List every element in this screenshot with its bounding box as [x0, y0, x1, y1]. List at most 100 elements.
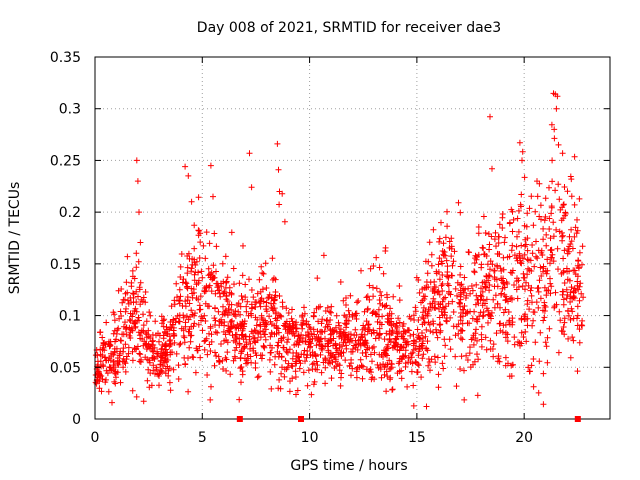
data-point [494, 301, 501, 307]
data-point [307, 340, 314, 347]
data-point [361, 341, 368, 348]
data-point [284, 330, 291, 337]
data-point [524, 235, 531, 242]
data-point [485, 319, 491, 326]
data-point [260, 270, 267, 277]
data-point [136, 332, 143, 339]
data-point [440, 295, 447, 302]
data-point [491, 274, 498, 281]
data-point [395, 360, 402, 367]
data-point [440, 365, 447, 372]
data-point [415, 352, 422, 359]
data-point [150, 337, 156, 344]
data-point [247, 340, 254, 347]
data-point [289, 324, 296, 331]
data-point [127, 317, 134, 324]
data-point [412, 345, 419, 352]
data-point [330, 335, 337, 342]
data-point [576, 283, 583, 290]
data-point [173, 350, 180, 357]
data-point [281, 373, 288, 380]
data-point [538, 273, 545, 279]
data-point [250, 335, 257, 342]
data-point [407, 332, 414, 339]
data-point [207, 396, 214, 403]
data-point [493, 243, 499, 250]
data-point [434, 354, 441, 361]
data-point [286, 388, 293, 395]
data-point [142, 354, 149, 361]
data-point [267, 333, 274, 340]
data-point [112, 338, 118, 345]
data-point [557, 317, 564, 324]
data-point [396, 319, 403, 326]
data-point [308, 330, 315, 337]
data-point [223, 278, 230, 285]
data-point [467, 290, 474, 297]
data-point [276, 376, 283, 383]
data-point [244, 298, 251, 305]
data-point [516, 254, 523, 261]
data-point [224, 274, 231, 281]
data-point [301, 304, 307, 311]
data-point [204, 351, 211, 358]
data-point [568, 193, 575, 200]
data-point [516, 139, 523, 146]
data-point [361, 340, 368, 347]
data-point [478, 293, 485, 300]
data-point [188, 268, 195, 275]
data-point [574, 368, 581, 375]
data-point [180, 276, 187, 283]
data-point [505, 298, 511, 305]
data-point [526, 267, 533, 274]
data-point [173, 280, 180, 287]
data-point [239, 296, 246, 303]
data-point [180, 314, 187, 321]
data-point [474, 296, 481, 303]
data-point [140, 311, 146, 318]
data-point [341, 334, 348, 341]
data-point [389, 386, 396, 393]
data-point [494, 250, 501, 257]
data-point [419, 355, 426, 362]
data-point [530, 356, 537, 362]
data-point [318, 369, 325, 376]
data-point [439, 260, 446, 267]
data-point [295, 354, 302, 361]
y-axis-label: SRMTID / TECUs [7, 182, 23, 295]
data-point [471, 260, 478, 266]
data-point [224, 349, 231, 356]
data-point [556, 308, 563, 315]
zero-marker [298, 416, 304, 422]
data-point [521, 174, 528, 181]
data-point [223, 367, 230, 374]
data-point [166, 343, 173, 350]
data-point [357, 342, 364, 349]
data-point [248, 184, 255, 191]
data-point [442, 234, 449, 241]
data-point [439, 288, 446, 294]
data-point [576, 249, 583, 256]
data-point [480, 213, 487, 220]
data-point [483, 296, 490, 303]
data-point [471, 269, 478, 276]
data-point [191, 312, 198, 319]
data-point [171, 297, 178, 304]
data-point [444, 208, 450, 215]
data-point [443, 317, 450, 324]
data-point [547, 275, 553, 282]
data-point [569, 295, 576, 302]
data-point [575, 258, 582, 264]
data-point [211, 362, 218, 369]
data-point [309, 352, 316, 359]
data-point [324, 340, 331, 347]
data-point [343, 295, 349, 301]
data-point [289, 306, 295, 313]
data-point [290, 350, 297, 356]
data-point [526, 205, 533, 212]
data-point [563, 286, 570, 293]
data-point [152, 370, 158, 377]
data-point [122, 368, 129, 375]
data-point [236, 396, 243, 403]
data-point [473, 326, 479, 333]
